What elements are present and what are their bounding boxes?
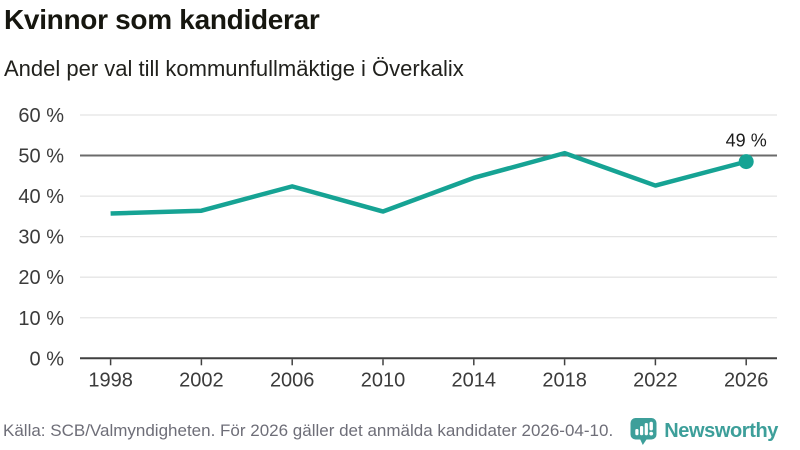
newsworthy-logo: Newsworthy <box>630 417 778 446</box>
y-tick-label: 10 % <box>18 308 64 330</box>
footer: Källa: SCB/Valmyndigheten. För 2026 gäll… <box>0 414 800 450</box>
y-tick-label: 60 % <box>18 105 64 127</box>
y-tick-label: 0 % <box>30 348 65 370</box>
x-tick-label: 2022 <box>633 369 678 391</box>
source-note: Källa: SCB/Valmyndigheten. För 2026 gäll… <box>3 421 614 440</box>
newsworthy-logo-icon <box>630 418 657 445</box>
newsworthy-logo-text: Newsworthy <box>664 420 778 442</box>
chart-title: Kvinnor som kandiderar <box>4 4 320 35</box>
line-chart: 0 % 10 % 20 % 30 % 40 % 50 % 60 % 1998 2002 2006 2… <box>18 105 777 391</box>
y-tick-label: 30 % <box>18 227 64 249</box>
x-tick-label: 2010 <box>361 369 406 391</box>
x-tick-label: 2018 <box>542 369 587 391</box>
y-tick-label: 20 % <box>18 267 64 289</box>
y-tick-label: 50 % <box>18 146 64 168</box>
x-tick-label: 2014 <box>452 369 497 391</box>
data-line <box>110 150 747 216</box>
x-tick-label: 2006 <box>270 369 315 391</box>
y-tick-label: 40 % <box>18 186 64 208</box>
latest-point-marker <box>738 154 754 170</box>
x-tick-label: 2026 <box>724 369 769 391</box>
x-tick-label: 1998 <box>88 369 133 391</box>
chart-subtitle: Andel per val till kommunfullmäktige i Ö… <box>4 56 464 81</box>
latest-point-label: 49 % <box>726 131 767 151</box>
x-tick-label: 2002 <box>179 369 224 391</box>
